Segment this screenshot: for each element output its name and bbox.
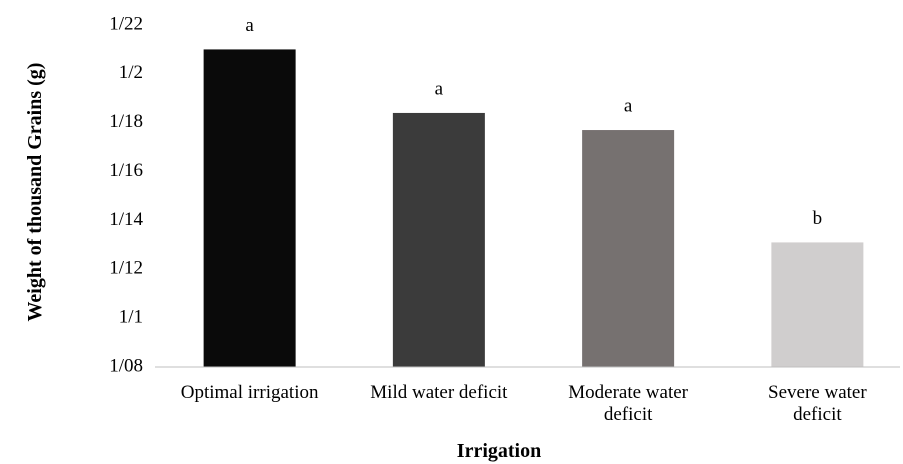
y-tick-label: 1/16 (109, 160, 143, 181)
bar (203, 49, 296, 368)
bar-annotation: a (624, 95, 633, 116)
x-tick-label: Optimal irrigation (180, 382, 319, 403)
x-tick-label: Mild water deficit (370, 382, 508, 403)
bar (771, 242, 864, 367)
y-tick-label: 1/22 (109, 13, 143, 34)
bar-annotation: a (245, 15, 254, 36)
y-tick-label: 1/14 (109, 209, 143, 230)
bar-annotation: a (435, 78, 444, 99)
x-tick-label: Moderate water deficit (568, 382, 688, 425)
x-axis-title: Irrigation (456, 440, 542, 462)
bar (392, 112, 485, 367)
bar (582, 130, 675, 367)
x-tick-label: Severe water deficit (768, 382, 867, 425)
bar-annotation: b (813, 208, 823, 229)
y-tick-label: 1/1 (119, 307, 143, 328)
y-tick-label: 1/2 (119, 62, 143, 83)
y-tick-label: 1/18 (109, 111, 143, 132)
y-tick-label: 1/08 (109, 355, 143, 376)
y-tick-label: 1/12 (109, 258, 143, 279)
y-axis-title: Weight of thousand Grains (g) (24, 62, 46, 322)
